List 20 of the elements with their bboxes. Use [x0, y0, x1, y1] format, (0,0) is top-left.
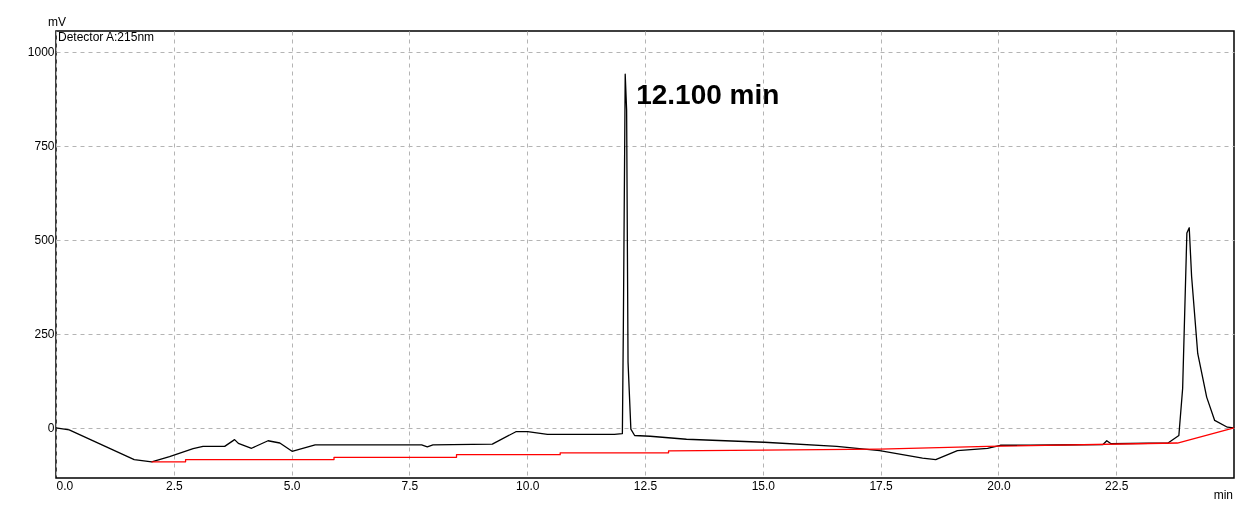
line-series [151, 427, 1235, 463]
x-tick-label: 0.0 [56, 478, 74, 493]
y-tick-label: 500 [34, 233, 55, 248]
y-tick-label: 1000 [27, 45, 55, 60]
y-axis-title: mV [48, 15, 66, 29]
x-tick-label: 5.0 [283, 478, 301, 493]
annotation: 12.100 min [636, 79, 780, 111]
y-tick-label: 250 [34, 327, 55, 342]
x-tick-label: 17.5 [869, 478, 894, 493]
x-tick-label: 2.5 [165, 478, 183, 493]
x-tick-label: 12.5 [633, 478, 658, 493]
annotation: Detector A:215nm [58, 30, 155, 44]
x-tick-label: 22.5 [1105, 478, 1129, 493]
x-axis-title: min [1213, 488, 1233, 502]
y-tick-label: 750 [34, 139, 55, 154]
x-tick-label: 7.5 [401, 478, 419, 493]
x-tick-label: 15.0 [751, 478, 776, 493]
y-tick-label: 0 [47, 421, 55, 436]
x-tick-label: 10.0 [516, 478, 540, 493]
x-tick-label: 20.0 [987, 478, 1011, 493]
